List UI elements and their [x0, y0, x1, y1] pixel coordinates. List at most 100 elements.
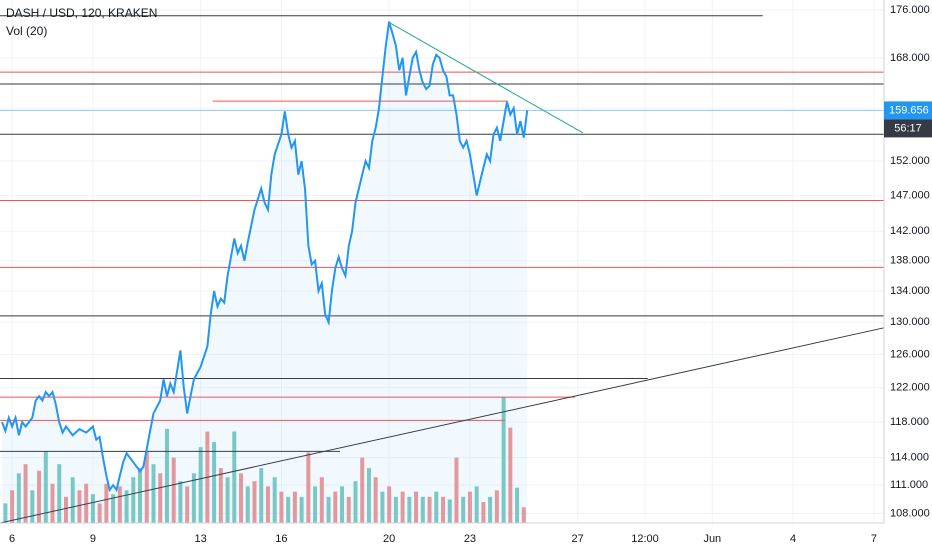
y-tick-label: 142.000 — [890, 225, 930, 237]
y-tick-label: 152.000 — [890, 155, 930, 167]
last-price-badge — [884, 101, 932, 120]
volume-bar — [239, 473, 244, 523]
last-price-label: 159.656 — [889, 104, 929, 116]
volume-bar — [225, 477, 230, 523]
volume-bar — [23, 464, 28, 523]
x-tick-label: 9 — [90, 533, 96, 545]
price-line — [1, 21, 529, 493]
volume-bar — [447, 499, 452, 523]
x-tick-label: 7 — [871, 533, 877, 545]
volume-bar — [252, 481, 257, 523]
volume-bar — [306, 452, 311, 523]
volume-bar — [84, 483, 89, 523]
volume-bar — [434, 491, 439, 523]
volume-bar — [474, 486, 479, 523]
volume-bar — [353, 481, 358, 523]
plot-layer — [0, 0, 885, 524]
volume-bar — [232, 431, 237, 523]
volume-bar — [144, 451, 149, 523]
countdown-label: 56:17 — [894, 122, 922, 134]
volume-bar — [521, 507, 526, 523]
volume-bar — [63, 496, 68, 523]
y-tick-label: 108.000 — [890, 507, 930, 519]
volume-bar — [299, 496, 304, 523]
y-tick-label: 122.000 — [890, 382, 930, 394]
volume-bar — [30, 490, 35, 523]
volume-bar — [393, 496, 398, 523]
volume-bar — [515, 487, 520, 523]
volume-bar — [10, 490, 15, 523]
volume-bar — [158, 473, 163, 523]
volume-bar — [481, 502, 486, 523]
y-tick-label: 176.000 — [890, 4, 930, 16]
volume-bar — [400, 491, 405, 523]
y-tick-label: 130.000 — [890, 316, 930, 328]
x-tick-label: 27 — [572, 533, 584, 545]
volume-bar — [185, 486, 190, 523]
volume-bar — [286, 496, 291, 523]
volume-bar — [131, 477, 136, 523]
volume-bar — [407, 496, 412, 523]
volume-bar — [313, 486, 318, 523]
volume-bar — [198, 447, 203, 523]
volume-bar — [171, 457, 176, 523]
x-tick-label: 13 — [195, 533, 207, 545]
volume-bar — [50, 483, 55, 523]
chart-title: DASH / USD, 120, KRAKEN — [6, 6, 157, 20]
volume-bar — [488, 496, 493, 523]
volume-bar — [124, 490, 129, 523]
y-tick-label: 111.000 — [890, 479, 928, 491]
volume-bar — [43, 451, 48, 523]
volume-bar — [164, 428, 169, 523]
volume-bar — [333, 491, 338, 523]
y-tick-label: 118.000 — [890, 416, 929, 428]
volume-bar — [414, 491, 419, 523]
volume-bar — [454, 457, 459, 523]
volume-bar — [441, 496, 446, 523]
volume-bar — [191, 473, 196, 523]
volume-bar — [420, 496, 425, 523]
volume-bar — [346, 496, 351, 523]
volume-bar — [340, 486, 345, 523]
volume-bar — [494, 490, 499, 523]
volume-bar — [104, 483, 109, 523]
trend-line — [387, 21, 584, 134]
y-tick-label: 134.000 — [890, 285, 930, 297]
volume-bar — [467, 491, 472, 523]
x-tick-label: 6 — [9, 533, 15, 545]
volume-bar — [292, 491, 297, 523]
trend-line — [0, 327, 885, 524]
volume-bar — [461, 496, 466, 523]
volume-bar — [138, 468, 143, 523]
volume-bar — [111, 494, 116, 523]
volume-bar — [16, 473, 21, 523]
volume-bar — [319, 477, 324, 523]
x-tick-label: Jun — [703, 533, 721, 545]
volume-label: Vol (20) — [6, 24, 47, 38]
x-tick-label: 16 — [275, 533, 287, 545]
y-tick-label: 147.000 — [890, 189, 930, 201]
volume-bar — [427, 496, 432, 523]
y-tick-label: 138.000 — [890, 255, 930, 267]
volume-bar — [3, 503, 8, 523]
volume-bar — [366, 468, 371, 523]
volume-bar — [380, 491, 385, 523]
volume-bar — [501, 397, 506, 523]
volume-bar — [360, 457, 365, 523]
volume-bar — [77, 490, 82, 523]
volume-bar — [57, 464, 62, 523]
volume-bar — [508, 427, 513, 523]
volume-bar — [70, 477, 75, 523]
price-area — [2, 21, 528, 523]
volume-bar — [259, 468, 264, 523]
countdown-badge — [884, 119, 932, 138]
x-tick-label: 12:00 — [631, 533, 659, 545]
y-tick-label: 114.000 — [890, 452, 929, 464]
volume-bar — [272, 477, 277, 523]
volume-bar — [326, 496, 331, 523]
x-tick-label: 20 — [383, 533, 395, 545]
volume-bar — [218, 468, 223, 523]
volume-bar — [37, 470, 42, 523]
